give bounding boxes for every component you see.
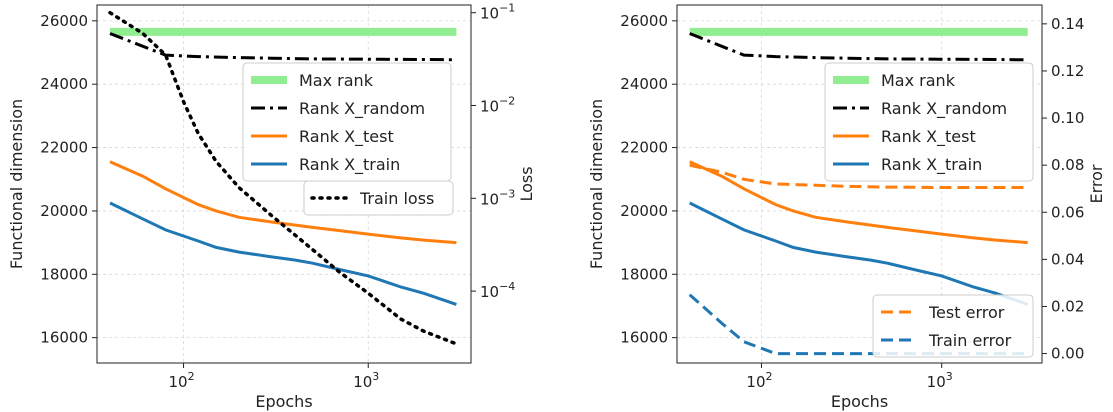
x-tick-label: 102	[168, 370, 194, 391]
plot-frame	[676, 4, 1043, 364]
legend-label: Rank X_train	[881, 155, 982, 175]
y-tick-label: 24000	[620, 75, 668, 93]
legend-label: Rank X_test	[299, 127, 394, 147]
x-tick-base: 10	[353, 373, 372, 391]
x-tick-label: 102	[746, 370, 772, 391]
x-tick-exp: 3	[372, 370, 379, 383]
x-tick-base: 10	[927, 373, 946, 391]
y-tick-label: 20000	[620, 202, 668, 220]
x-tick-exp: 3	[946, 370, 953, 383]
y2-tick-label: 0.10	[1051, 109, 1084, 127]
y2-tick-label: 10−1	[480, 2, 515, 23]
series-rank-x-test	[109, 160, 457, 245]
y-axis-title: Functional dimension	[587, 99, 606, 269]
legend-label: Max rank	[881, 71, 956, 90]
y2-tick-label: 0.06	[1051, 203, 1084, 221]
y2-axis-title: Loss	[517, 166, 536, 201]
series-test-error	[689, 163, 1028, 189]
x-tick-exp: 2	[188, 370, 195, 383]
x-tick-base: 10	[168, 373, 187, 391]
y2-tick-base: 10	[480, 97, 499, 115]
legend-label: Rank X_random	[299, 99, 425, 119]
y2-tick-base: 10	[480, 190, 499, 208]
y-tick-label: 22000	[620, 139, 668, 157]
legend-label: Test error	[928, 303, 1005, 322]
y-tick-label: 26000	[40, 12, 88, 30]
y-tick-label: 24000	[40, 75, 88, 93]
series-train-loss	[108, 10, 459, 346]
y-tick-label: 18000	[620, 265, 668, 283]
y2-tick-label: 0.12	[1051, 62, 1084, 80]
x-tick-exp: 2	[766, 370, 773, 383]
legend-1: Max rank Rank X_random Rank X_test Rank X_t…	[824, 62, 1034, 182]
legend-label: Rank X_random	[881, 99, 1007, 119]
legend-1: Max rank Rank X_random Rank X_test Rank X_t…	[242, 62, 452, 182]
x-tick-label: 103	[353, 370, 379, 391]
y2-tick-label: 0.08	[1051, 156, 1084, 174]
x-axis-title: Epochs	[831, 392, 888, 411]
y2-tick-base: 10	[480, 5, 499, 23]
y2-tick-exp: −2	[499, 94, 515, 107]
legend-label: Train error	[928, 331, 1012, 350]
series-rank-x-train	[689, 201, 1029, 306]
y2-tick-label: 0.02	[1051, 297, 1084, 315]
x-tick-base: 10	[746, 373, 765, 391]
y2-tick-label: 10−2	[480, 94, 515, 115]
legend-label: Max rank	[299, 71, 374, 90]
plot-frame	[96, 4, 472, 364]
y2-axis-title: Error	[1087, 164, 1106, 203]
legend-label: Rank X_train	[299, 155, 400, 175]
y2-tick-label: 0.14	[1051, 15, 1084, 33]
y-tick-label: 16000	[40, 329, 88, 347]
x-tick-label: 103	[927, 370, 953, 391]
x-axis-title: Epochs	[255, 392, 312, 411]
y2-tick-label: 0.00	[1051, 345, 1084, 363]
series-rank-x-test	[689, 160, 1028, 245]
y2-tick-label: 10−3	[480, 187, 515, 208]
y2-tick-exp: −1	[499, 2, 515, 15]
y2-tick-base: 10	[480, 283, 499, 301]
legend-box	[824, 62, 1034, 182]
y-tick-label: 16000	[620, 329, 668, 347]
legend-label: Train loss	[359, 189, 434, 208]
y2-tick-label: 10−4	[480, 280, 515, 301]
series-rank-x-random	[689, 32, 1028, 62]
legend-box	[303, 180, 454, 216]
y2-tick-label: 0.04	[1051, 250, 1084, 268]
legend-2: Train loss	[303, 180, 454, 216]
plot-area	[108, 10, 459, 346]
y-axis-title: Functional dimension	[7, 99, 26, 269]
series-rank-x-random	[109, 32, 457, 62]
y-tick-label: 22000	[40, 139, 88, 157]
y2-tick-exp: −4	[499, 280, 515, 293]
legend-box	[872, 294, 1034, 358]
y-tick-label: 18000	[40, 265, 88, 283]
y-tick-label: 20000	[40, 202, 88, 220]
legend-2: Test error Train error	[872, 294, 1034, 358]
y-tick-label: 26000	[620, 12, 668, 30]
series-rank-x-train	[109, 201, 457, 306]
legend-label: Rank X_test	[881, 127, 976, 147]
y2-tick-exp: −3	[499, 187, 515, 200]
